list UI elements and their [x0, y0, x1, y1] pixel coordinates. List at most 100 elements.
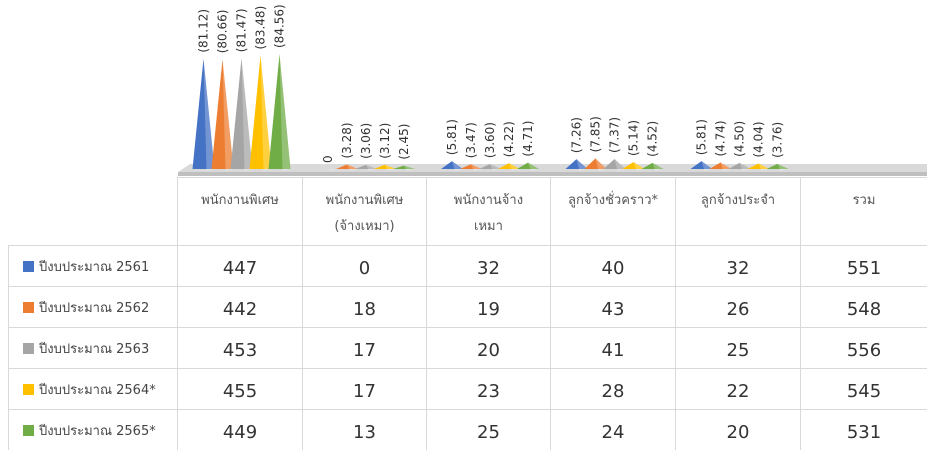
table-cell: 545	[800, 368, 927, 410]
column-header: พนักงานพิเศษ (จ้างเหมา)	[302, 177, 427, 246]
pyramid	[230, 58, 253, 169]
column-header: รวม	[800, 177, 927, 246]
pyramid-shade	[652, 162, 664, 171]
pyramid	[249, 55, 272, 169]
table-cell: 455	[177, 368, 303, 410]
pyramid-shade	[347, 164, 358, 171]
table-cell: 40	[550, 245, 676, 287]
table-cell: 548	[800, 286, 927, 328]
pyramid-shade	[203, 58, 215, 171]
legend-label: ปีงบประมาณ 2564*	[39, 382, 156, 398]
table-cell: 32	[426, 245, 551, 287]
data-label: 0	[321, 155, 335, 163]
table-cell: 551	[800, 245, 927, 287]
pyramid-shade	[471, 164, 482, 171]
table-cell: 25	[675, 327, 801, 369]
legend-cell: ปีงบประมาณ 2563	[8, 327, 178, 369]
pyramid-shade	[279, 53, 291, 172]
pyramid	[268, 53, 291, 170]
table-cell: 26	[675, 286, 801, 328]
pyramid	[374, 164, 396, 169]
table-cell: 32	[675, 245, 801, 287]
data-label: (83.48)	[254, 6, 268, 50]
pyramid	[336, 164, 358, 169]
table-cell: 531	[800, 409, 927, 450]
pyramid	[709, 162, 732, 169]
pyramid-shade	[260, 55, 272, 171]
data-label: (3.60)	[483, 122, 497, 158]
pyramid	[498, 163, 520, 169]
table-cell: 442	[177, 286, 303, 328]
data-label: (5.81)	[445, 119, 459, 155]
pyramid-shade	[385, 164, 396, 171]
data-label: (81.47)	[235, 8, 249, 52]
pyramid	[747, 163, 770, 169]
pyramid-shade	[633, 162, 645, 171]
pyramid	[355, 164, 377, 169]
table-cell: 41	[550, 327, 676, 369]
table-cell: 447	[177, 245, 303, 287]
data-label: (4.22)	[502, 121, 516, 157]
pyramid-shade	[490, 164, 501, 171]
legend-swatch	[23, 342, 34, 354]
pyramid	[393, 165, 415, 169]
pyramid-shade	[576, 159, 588, 171]
legend-label: ปีงบประมาณ 2563	[39, 341, 150, 357]
legend-label: ปีงบประมาณ 2562	[39, 300, 150, 316]
pyramid	[603, 158, 626, 169]
table-cell: 19	[426, 286, 551, 328]
floor-edge	[178, 172, 927, 176]
data-label: (4.50)	[733, 121, 747, 157]
legend-cell: ปีงบประมาณ 2561	[8, 245, 178, 287]
pyramid	[441, 161, 463, 169]
legend-label: ปีงบประมาณ 2565*	[39, 423, 156, 439]
pyramid	[622, 162, 645, 169]
data-label: (3.47)	[464, 122, 478, 158]
table-cell: 13	[302, 409, 427, 450]
pyramid	[460, 164, 482, 169]
pyramid-shade	[701, 161, 713, 171]
table-cell: 25	[426, 409, 551, 450]
data-label: (3.76)	[771, 122, 785, 158]
pyramid	[211, 59, 234, 169]
pyramid-shade	[404, 165, 415, 171]
pyramid-shade	[241, 58, 253, 171]
pyramid-shade	[777, 163, 789, 171]
column-header: ลูกจ้างประจำ	[675, 177, 801, 246]
table-cell: 453	[177, 327, 303, 369]
data-label: (5.81)	[695, 119, 709, 155]
pyramid	[192, 58, 215, 169]
pyramid	[641, 162, 664, 169]
table-cell: 18	[302, 286, 427, 328]
pyramid	[565, 159, 588, 169]
pyramid-shade	[509, 163, 520, 171]
data-label: (3.28)	[340, 122, 354, 158]
data-label: (7.26)	[570, 117, 584, 153]
data-label: (7.85)	[589, 116, 603, 152]
pyramid	[479, 164, 501, 169]
legend-swatch	[23, 383, 34, 395]
table-cell: 449	[177, 409, 303, 450]
table-cell: 17	[302, 368, 427, 410]
data-label: (4.74)	[714, 120, 728, 156]
pyramid	[690, 161, 713, 169]
chart: (81.12) 0 (5.81) (7.26) (5.81) (80.66) (3.28) (…	[178, 4, 927, 176]
table-cell: 0	[302, 245, 427, 287]
data-label: (2.45)	[397, 124, 411, 160]
legend-swatch	[23, 260, 34, 272]
column-header: พนักงานจ้างเหมา	[426, 177, 551, 246]
legend-cell: ปีงบประมาณ 2564*	[8, 368, 178, 410]
data-label: (81.12)	[197, 9, 211, 53]
table-cell: 20	[675, 409, 801, 450]
table-cell: 24	[550, 409, 676, 450]
pyramid-shade	[328, 169, 339, 171]
pyramid	[766, 163, 789, 169]
legend-cell: ปีงบประมาณ 2565*	[8, 409, 178, 450]
legend-label: ปีงบประมาณ 2561	[39, 259, 150, 275]
pyramid	[584, 158, 607, 169]
table-cell: 22	[675, 368, 801, 410]
data-label: (84.56)	[273, 4, 287, 48]
data-label: (7.37)	[608, 117, 622, 153]
data-label: (3.06)	[359, 123, 373, 159]
